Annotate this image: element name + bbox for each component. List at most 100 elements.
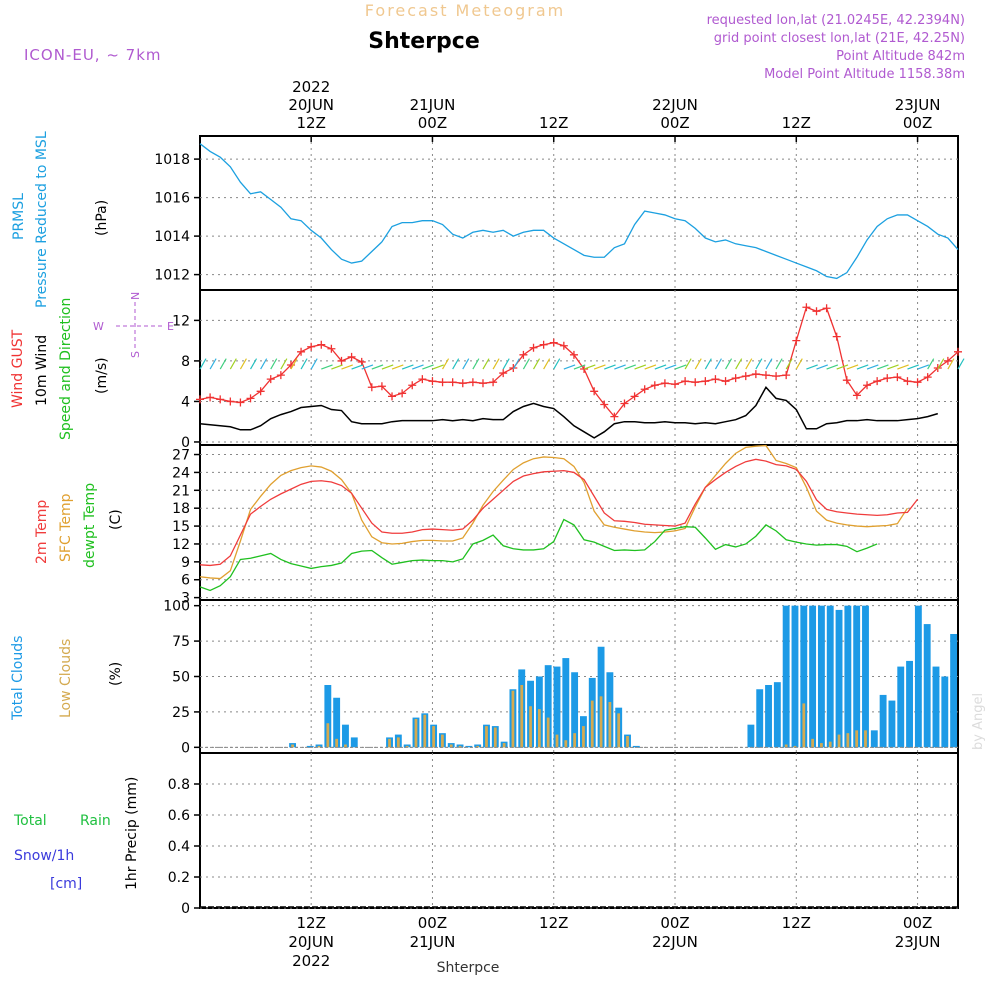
ytick-label-temperature: 24: [172, 465, 190, 481]
total-cloud-bar: [923, 624, 931, 748]
gust-marker: [580, 365, 589, 374]
wind-arrow: [401, 364, 414, 370]
gust-marker: [226, 397, 235, 406]
total-cloud-bar: [862, 605, 869, 748]
wind-arrow: [604, 364, 616, 370]
total-cloud-bar: [456, 744, 464, 748]
ytick-label-temperature: 6: [181, 573, 190, 589]
low-cloud-bar: [423, 714, 427, 748]
total-cloud-bar: [826, 605, 834, 748]
wind-arrow: [785, 358, 793, 370]
gust-marker: [499, 369, 508, 378]
low-cloud-bar: [608, 702, 612, 748]
wind-dir-label: Speed and Direction: [58, 298, 74, 440]
gust-marker: [276, 371, 285, 380]
ytick-label-clouds: 25: [172, 705, 190, 721]
bottom-time-label: 12Z: [539, 914, 568, 932]
gust-marker: [954, 347, 962, 356]
low-cloud-bar: [811, 738, 814, 748]
low-cloud-bar: [828, 741, 832, 748]
panel-frame-temperature: [199, 444, 959, 601]
low-clouds-label: Low Clouds: [58, 639, 74, 718]
total-cloud-bar: [562, 658, 570, 748]
wind-arrow: [482, 358, 490, 370]
low-cloud-bar: [582, 726, 585, 748]
ytick-label-clouds: 75: [172, 634, 190, 650]
precip-rain-label: Rain: [80, 813, 111, 829]
low-cloud-bar: [864, 730, 867, 748]
gust-marker: [802, 303, 811, 312]
low-cloud-bar: [846, 733, 850, 748]
total-clouds-label: Total Clouds: [10, 636, 26, 721]
wind-arrow: [412, 364, 424, 370]
ytick-label-temperature: 12: [172, 537, 190, 553]
gust-marker: [893, 373, 902, 382]
gust-marker: [792, 336, 801, 345]
total-cloud-bar: [844, 605, 852, 748]
total-cloud-bar: [571, 672, 579, 748]
wind-arrow: [907, 364, 919, 370]
ytick-label-wind: 0: [181, 435, 190, 451]
total-cloud-bar: [817, 605, 825, 748]
wind-arrow: [553, 358, 561, 370]
top-time-label: 00Z: [660, 114, 689, 132]
wind-arrow: [270, 358, 278, 370]
ytick-label-precipitation: 0.2: [168, 870, 190, 886]
wind-arrow: [219, 358, 227, 370]
bottom-time-label: 00Z: [903, 914, 932, 932]
gust-marker: [822, 304, 831, 313]
low-cloud-bar: [520, 685, 524, 748]
low-cloud-bar: [511, 690, 515, 748]
ytick-label-clouds: 100: [163, 599, 190, 615]
low-cloud-bar: [458, 745, 462, 748]
gust-marker: [731, 374, 740, 383]
compass-s: S: [129, 351, 142, 358]
gust-marker: [246, 394, 255, 403]
wind-arrow: [684, 358, 692, 370]
wind-arrow: [775, 358, 783, 370]
wind-unit: (m/s): [94, 357, 110, 394]
low-cloud-bar: [476, 745, 480, 748]
gust-marker: [691, 378, 700, 387]
ytick-label-temperature: 3: [181, 591, 190, 607]
total-cloud-bar: [756, 689, 764, 748]
low-cloud-bar: [405, 745, 409, 748]
gust-marker: [590, 387, 599, 396]
total-cloud-bar: [474, 744, 482, 748]
wind-arrow: [522, 358, 530, 370]
top-time-label: 20JUN: [288, 96, 334, 114]
wind-arrow: [755, 358, 763, 370]
top-title: Forecast Meteogram: [365, 1, 565, 20]
low-cloud-bar: [493, 727, 497, 748]
temp-line: [199, 458, 919, 567]
gust-marker: [943, 356, 952, 365]
ytick-label-temperature: 15: [172, 519, 190, 535]
total-cloud-bar: [553, 666, 561, 748]
wind-arrow: [846, 364, 859, 370]
wind-arrow: [290, 358, 298, 370]
gust-marker: [600, 400, 609, 409]
ytick-label-precipitation: 0.6: [168, 808, 190, 824]
total-cloud-bar: [879, 694, 887, 748]
low-cloud-bar: [414, 719, 418, 748]
location-title: Shterpce: [368, 29, 480, 54]
gust-marker: [448, 378, 457, 387]
gust-marker: [549, 338, 558, 347]
gust-marker: [478, 379, 487, 388]
gust-marker: [388, 392, 397, 401]
gust-marker: [206, 393, 215, 402]
ytick-label-clouds: 0: [181, 740, 190, 756]
compass-e: E: [167, 320, 174, 333]
gust-marker: [216, 395, 225, 404]
compass-n: N: [129, 292, 142, 300]
gust-line: [199, 306, 959, 418]
panel-frame-precipitation: [199, 752, 959, 909]
wind-arrow: [745, 358, 753, 370]
top-time-label: 00Z: [903, 114, 932, 132]
low-cloud-bar: [335, 738, 339, 748]
wind-arrow: [250, 358, 258, 370]
low-cloud-bar: [537, 709, 541, 748]
bottom-time-label: 00Z: [660, 914, 689, 932]
ytick-label-precipitation: 0.8: [168, 777, 190, 793]
gust-marker: [367, 383, 376, 392]
